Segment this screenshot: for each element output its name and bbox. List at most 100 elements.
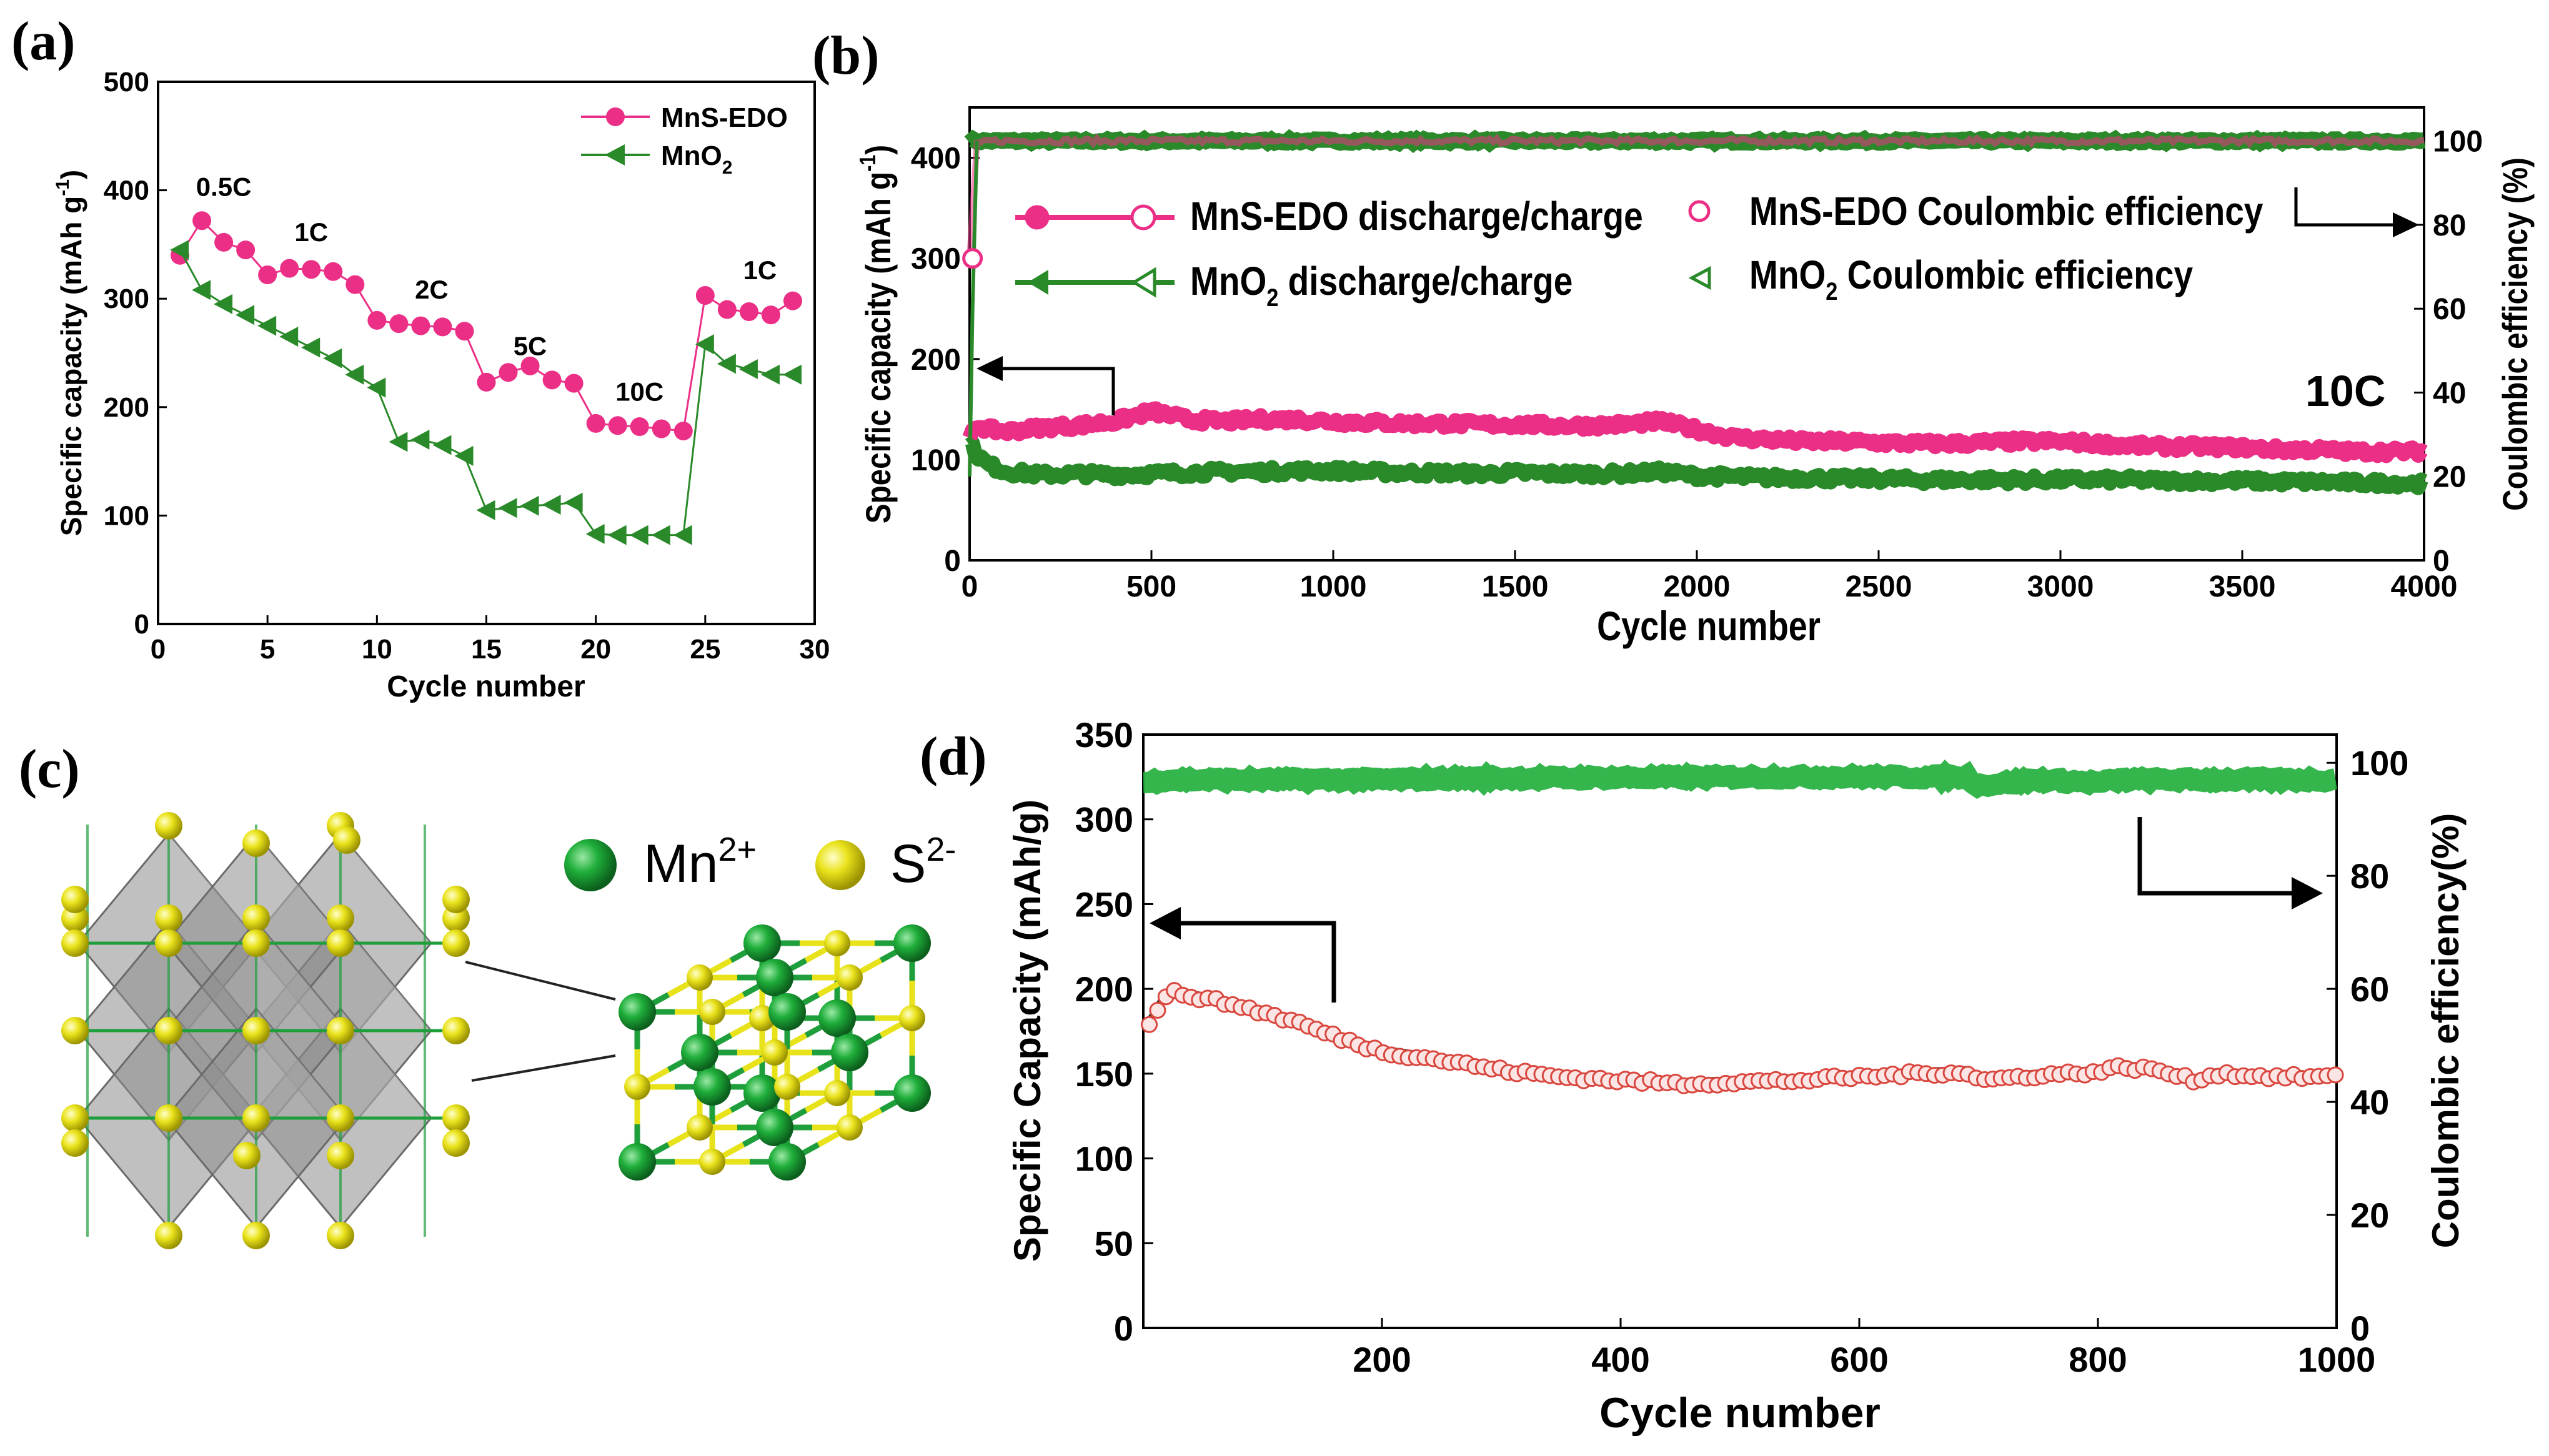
panel-d-xlabel: Cycle number (1599, 1389, 1881, 1437)
panel-d-frame (1142, 733, 2338, 1329)
legend-label-mno2-ce-pre: MnO (1749, 252, 1826, 297)
cell-s-atom (624, 1074, 650, 1100)
legend-label-mns-edo-ce: MnS-EDO Coulombic efficiency (1749, 189, 2263, 234)
s-atom (61, 1017, 89, 1044)
cell-mn-atom (893, 1074, 931, 1112)
s-atom (155, 1104, 182, 1132)
panel-b-y-ticks: 0 100 200 300 400 (911, 142, 980, 578)
a-point-mno2 (520, 495, 539, 516)
a-point-mns-edo (302, 260, 321, 279)
legend-marker-mno2-discharge (1028, 270, 1048, 295)
a-rate-annotation: 5C (514, 331, 547, 360)
panel-b-left-arrow-head (976, 356, 1003, 381)
panel-b-right-arrow-head (2393, 212, 2419, 237)
d-xtick-label: 400 (1591, 1340, 1649, 1379)
d-ytick-label: 150 (1075, 1054, 1133, 1094)
b-y2tick-label: 0 (2433, 545, 2450, 578)
cell-s-atom (774, 1074, 800, 1100)
cell-s-atom (687, 1114, 713, 1141)
a-point-mns-edo (564, 374, 584, 393)
d-capacity-point (1141, 1016, 1158, 1033)
b-xtick-label: 4000 (2391, 570, 2458, 603)
panel-a-ylabel: Specific capacity (mAh g-1) (52, 170, 87, 537)
a-point-mns-edo (258, 265, 277, 285)
structure-legend: Mn2+ S2- (564, 831, 956, 894)
octahedron-highlight (256, 921, 347, 1031)
legend-label-mno2-sub: 2 (722, 157, 733, 178)
b-ce-initial-spike (968, 141, 979, 477)
a-xtick-label: 5 (260, 634, 275, 665)
cell-s-atom (824, 930, 850, 956)
b-xtick-label: 3500 (2209, 570, 2276, 603)
s-atom (327, 929, 354, 957)
cell-mn-atom (743, 924, 781, 962)
b-xtick-label: 500 (1126, 570, 1176, 603)
panel-b-ylabel-end: ) (859, 145, 898, 155)
panel-d-left-arrow-line (1171, 921, 1336, 1003)
octahedron-highlight (340, 834, 431, 943)
legend-marker-mns-edo-discharge (1025, 205, 1050, 230)
cell-mn-atom (693, 1068, 731, 1106)
panel-b-right-arrow-line (2294, 187, 2405, 227)
a-point-mns-edo (761, 305, 780, 325)
mn-legend-label: Mn2+ (643, 831, 757, 894)
panel-d-series (1141, 759, 2344, 1094)
a-point-mns-edo (542, 370, 562, 390)
a-point-mns-edo (411, 316, 430, 335)
panel-c-structure: Mn2+ S2- (61, 812, 956, 1249)
b-xtick-label: 2000 (1664, 570, 1731, 603)
zoom-line-bottom (471, 1054, 616, 1082)
panel-d-x-ticks: 200 400 600 800 1000 (1353, 1318, 2375, 1379)
cell-mn-atom (893, 924, 931, 962)
d-xtick-label: 800 (2069, 1340, 2127, 1379)
b-ytick-label: 100 (911, 444, 961, 477)
a-point-mns-edo (673, 421, 693, 440)
cell-mn-atom (619, 1143, 656, 1181)
panel-a-ylabel-end: ) (55, 170, 87, 179)
panel-a-y-ticks: 0 100 200 300 400 500 (104, 67, 167, 640)
legend-marker-mns-edo-charge (1130, 204, 1156, 230)
cell-mn-atom (619, 993, 656, 1031)
legend-label-mno2-capacity-pre: MnO (1190, 259, 1266, 304)
a-rate-annotation: 0.5C (196, 172, 252, 201)
a-point-mno2 (279, 326, 299, 347)
a-point-mns-edo (345, 275, 365, 294)
a-point-mno2 (760, 364, 780, 385)
s-atom (327, 1017, 354, 1044)
s-atom (442, 886, 470, 913)
s-atom (233, 1142, 261, 1169)
d-ytick-label: 250 (1075, 884, 1133, 924)
legend-marker-mns-edo (606, 107, 625, 126)
cell-s-atom (762, 1039, 788, 1066)
panel-b-y2label: Coulombic efficiency (%) (2496, 157, 2535, 511)
panel-b-ylabel: Specific capacity (mAh g-1) (856, 145, 898, 523)
s-atom (242, 1017, 270, 1044)
cell-s-atom (824, 1080, 850, 1106)
a-xtick-label: 10 (362, 634, 392, 665)
panel-label-b: (b) (812, 26, 880, 86)
s-atom-legend-icon (815, 840, 865, 890)
b-xtick-label: 1500 (1482, 570, 1549, 603)
a-point-mno2 (257, 315, 277, 336)
a-point-mno2 (323, 348, 342, 369)
s-atom (442, 1129, 470, 1157)
b-ytick-label: 300 (911, 243, 961, 276)
s-atom (61, 929, 89, 957)
octahedral-framework (61, 812, 470, 1249)
a-xtick-label: 30 (800, 634, 830, 665)
a-point-mno2 (607, 525, 627, 545)
d-y2tick-label: 20 (2350, 1196, 2389, 1235)
s-atom (61, 1129, 89, 1157)
s-atom (327, 1142, 354, 1169)
s-atom (242, 904, 270, 932)
a-rate-annotation: 2C (415, 275, 449, 304)
panel-a-ylabel-main: Specific capacity (mAh g (55, 196, 87, 537)
s-legend-label: S2- (890, 831, 956, 894)
s-atom (442, 929, 470, 957)
a-ytick-label: 300 (104, 284, 149, 314)
b-xtick-label: 0 (961, 570, 978, 603)
a-point-mno2 (410, 429, 430, 450)
legend-marker-mno2 (605, 144, 625, 166)
cell-mn-atom (818, 999, 856, 1037)
panel-b-chart: 0 100 200 300 400 0 20 40 60 80 100 0 500 1000 1500 2… (856, 106, 2535, 649)
